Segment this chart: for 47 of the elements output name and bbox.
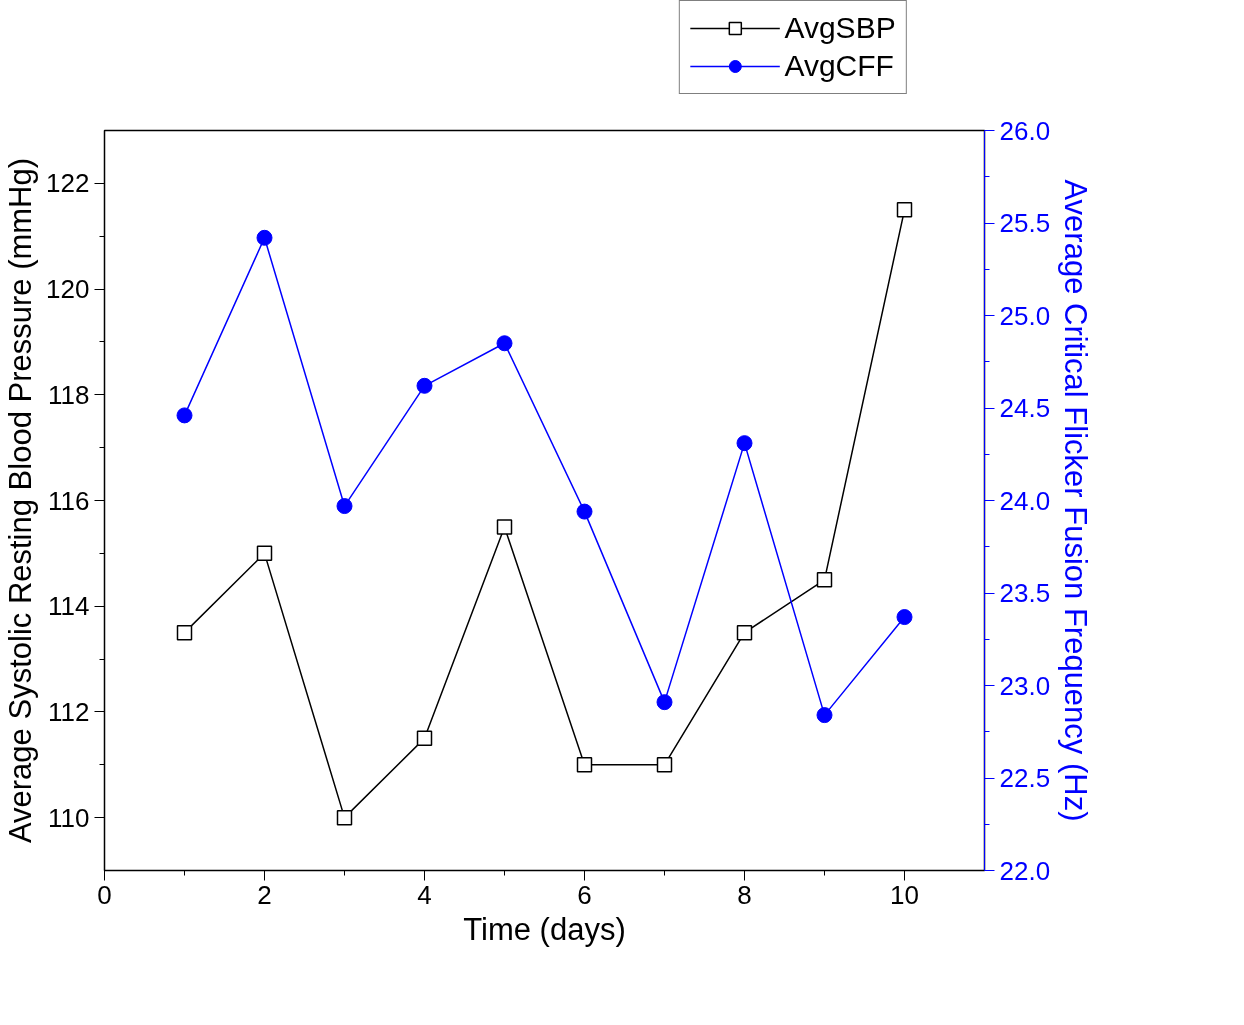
y2-tick-label: 24.5 — [999, 393, 1051, 423]
y2-axis-title: Average Critical Flicker Fusion Frequency (Hz) — [1058, 179, 1094, 822]
y-axis-title: Average Systolic Resting Blood Pressure (mmHg) — [3, 157, 39, 844]
point — [496, 335, 513, 352]
point — [256, 545, 273, 562]
point — [496, 519, 513, 535]
y2-tick-label: 25.0 — [999, 300, 1051, 331]
point — [736, 435, 753, 452]
x-axis-title: Time (days) — [463, 911, 626, 947]
y-tick-label: 120 — [46, 274, 90, 305]
y-tick-label: 118 — [48, 379, 90, 410]
y-tick-label: 122 — [46, 168, 90, 199]
y2-tick-label: 25.5 — [999, 208, 1051, 238]
point — [416, 730, 433, 747]
x-tick-label: 2 — [257, 879, 272, 910]
x-tick-label: 10 — [890, 879, 919, 910]
point — [816, 707, 833, 724]
point — [896, 609, 913, 626]
point — [736, 624, 753, 641]
point — [336, 809, 353, 826]
y-tick-label: 116 — [48, 485, 90, 516]
x-tick-label: 6 — [577, 879, 592, 910]
point — [256, 229, 273, 246]
x-tick-label: 0 — [97, 879, 112, 910]
y2-tick-label: 22.0 — [999, 855, 1051, 886]
y-tick-label: 110 — [48, 802, 90, 833]
x-tick-label: 4 — [417, 879, 432, 910]
y2-tick-label: 23.5 — [999, 578, 1051, 608]
y2-tick-label: 23.0 — [999, 670, 1051, 701]
point — [576, 503, 593, 520]
point — [576, 757, 593, 773]
y-tick-label: 114 — [48, 591, 90, 622]
legend-label: AvgCFF — [784, 49, 894, 83]
point — [416, 377, 433, 394]
y2-tick-label: 22.5 — [999, 763, 1051, 793]
point — [896, 202, 913, 218]
point — [656, 757, 673, 773]
y2-tick-label: 26.0 — [999, 115, 1051, 146]
point — [336, 498, 353, 515]
point — [816, 572, 833, 588]
y-tick-label: 112 — [48, 696, 90, 727]
y2-tick-label: 24.0 — [999, 485, 1051, 516]
x-tick-label: 8 — [737, 879, 752, 910]
point — [176, 624, 193, 641]
legend-label: AvgSBP — [784, 11, 896, 45]
point — [656, 694, 673, 711]
point — [176, 407, 193, 424]
